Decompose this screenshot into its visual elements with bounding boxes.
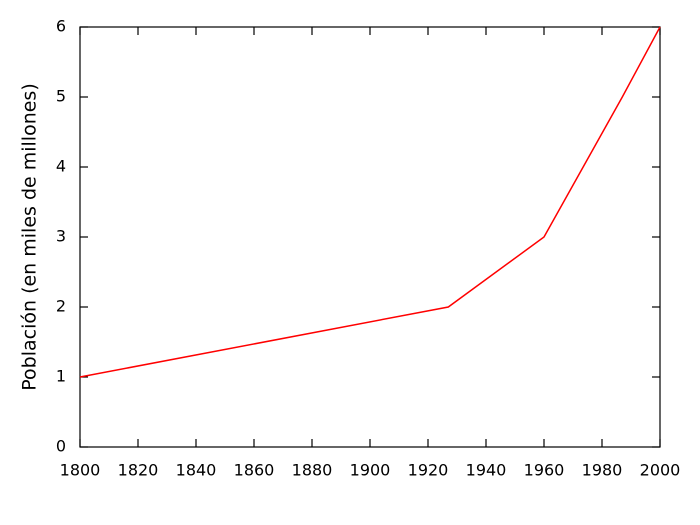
x-tick-label: 2000 [640, 461, 681, 480]
x-tick-label: 1860 [234, 461, 275, 480]
y-axis-label: Población (en miles de millones) [19, 83, 41, 391]
y-tick-label: 3 [56, 227, 66, 246]
x-tick-label: 1880 [292, 461, 333, 480]
x-tick-label: 1820 [118, 461, 159, 480]
y-tick-label: 4 [56, 157, 66, 176]
y-tick-label: 5 [56, 87, 66, 106]
y-tick-label: 6 [56, 17, 66, 36]
x-tick-label: 1920 [408, 461, 449, 480]
plot-frame [79, 26, 661, 448]
x-tick-label: 1900 [350, 461, 391, 480]
x-tick-label: 1960 [524, 461, 565, 480]
y-tick-label: 1 [56, 367, 66, 386]
y-tick-label: 0 [56, 437, 66, 456]
x-tick-label: 1840 [176, 461, 217, 480]
x-tick-label: 1980 [582, 461, 623, 480]
x-tick-label: 1800 [60, 461, 101, 480]
y-tick-label: 2 [56, 297, 66, 316]
x-tick-label: 1940 [466, 461, 507, 480]
data-line [79, 26, 661, 378]
